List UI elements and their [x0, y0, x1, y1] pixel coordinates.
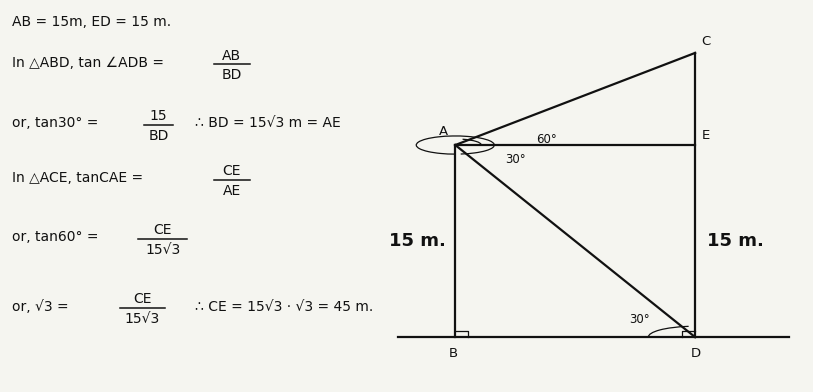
Text: 30°: 30°: [629, 313, 650, 327]
Text: 15: 15: [150, 109, 167, 123]
Text: 15√3: 15√3: [145, 243, 180, 257]
Text: BD: BD: [221, 68, 242, 82]
Text: D: D: [691, 347, 701, 360]
Text: 15√3: 15√3: [124, 312, 160, 326]
Text: In △ACE, tanCAE =: In △ACE, tanCAE =: [12, 171, 143, 185]
Text: AB: AB: [222, 49, 241, 63]
Text: or, tan60° =: or, tan60° =: [12, 230, 98, 244]
Text: CE: CE: [133, 292, 151, 307]
Text: 60°: 60°: [536, 133, 557, 147]
Text: E: E: [702, 129, 710, 142]
Text: B: B: [448, 347, 458, 360]
Text: CE: CE: [154, 223, 172, 237]
Text: ∴ CE = 15√3 · √3 = 45 m.: ∴ CE = 15√3 · √3 = 45 m.: [195, 299, 373, 314]
Text: BD: BD: [148, 129, 169, 143]
Text: AE: AE: [223, 184, 241, 198]
Text: CE: CE: [223, 164, 241, 178]
Text: ∴ BD = 15√3 m = AE: ∴ BD = 15√3 m = AE: [195, 116, 341, 131]
Text: 30°: 30°: [505, 152, 526, 166]
Text: AB = 15m, ED = 15 m.: AB = 15m, ED = 15 m.: [12, 15, 172, 29]
Text: C: C: [701, 34, 711, 48]
Text: 15 m.: 15 m.: [389, 232, 446, 250]
Text: A: A: [439, 125, 449, 138]
Text: or, tan30° =: or, tan30° =: [12, 116, 98, 131]
Text: or, √3 =: or, √3 =: [12, 299, 69, 314]
Text: 15 m.: 15 m.: [707, 232, 764, 250]
Text: In △ABD, tan ∠ADB =: In △ABD, tan ∠ADB =: [12, 56, 164, 70]
